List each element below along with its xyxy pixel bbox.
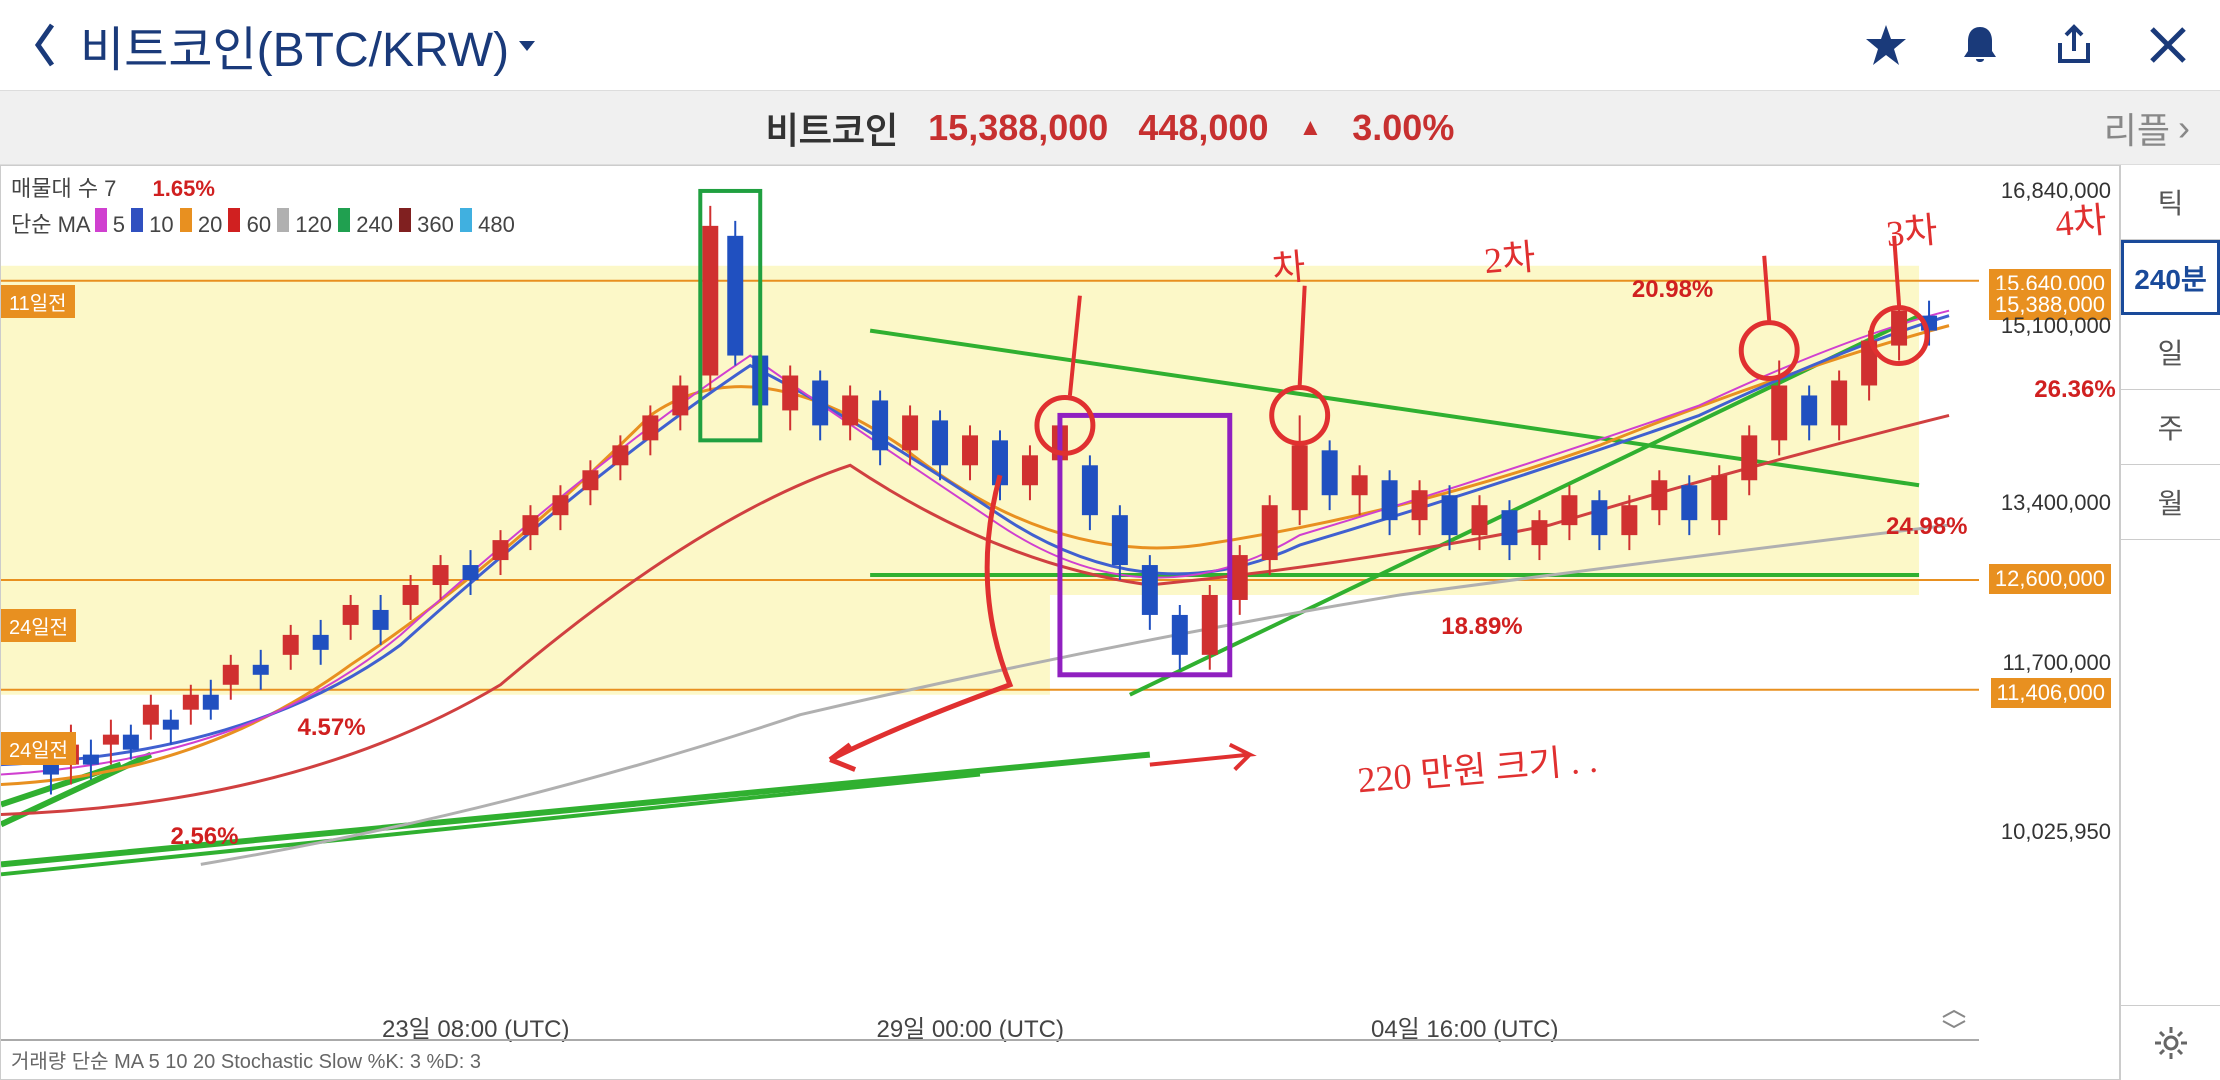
legend-pct: 1.65% (153, 176, 215, 201)
time-badge: 24일전 (1, 609, 76, 642)
pct-annotation: 20.98% (1632, 276, 1713, 304)
chevron-right-icon: › (2178, 107, 2190, 149)
chart-legend: 매물대 수 7 1.65% 단순 MA 5 10 20 60 120 240 3… (11, 171, 515, 239)
ma-color-swatch (180, 208, 192, 232)
timeframe-button[interactable]: 월 (2121, 465, 2220, 540)
price-change: 448,000 (1138, 107, 1268, 149)
share-icon[interactable] (2052, 23, 2096, 67)
x-axis: 23일 08:00 (UTC)29일 00:00 (UTC)04일 16:00 … (1, 1009, 1979, 1039)
ma-color-swatch (277, 208, 289, 232)
collapse-icon[interactable] (1939, 1009, 1969, 1034)
close-icon[interactable] (2146, 23, 2190, 67)
timeframe-button[interactable]: 일 (2121, 315, 2220, 390)
ma-legend: 단순 MA 5 10 20 60 120 240 360 480 (11, 207, 515, 239)
handwritten-note: 2차 (1481, 228, 1536, 284)
timeframe-panel: 틱240분일주월 (2120, 165, 2220, 1080)
back-icon[interactable] (30, 20, 60, 70)
timeframe-button[interactable]: 240분 (2121, 240, 2220, 315)
price-pct: 3.00% (1352, 107, 1454, 149)
chart-container[interactable]: 매물대 수 7 1.65% 단순 MA 5 10 20 60 120 240 3… (0, 165, 2120, 1080)
time-badge: 11일전 (1, 285, 75, 318)
header: 비트코인(BTC/KRW) (0, 0, 2220, 90)
y-tick-label: 10,025,950 (2001, 819, 2111, 845)
handwritten-note: 3차 (1884, 200, 1939, 256)
next-coin-label: 리플 (2104, 102, 2170, 154)
handwritten-note: 차 (1270, 238, 1308, 293)
ma-period-label: 240 (350, 212, 399, 237)
ma-period-label: 120 (289, 212, 338, 237)
pct-annotation: 26.36% (2034, 376, 2115, 404)
ma-period-label: 360 (411, 212, 460, 237)
y-tick-label: 11,700,000 (2003, 650, 2111, 676)
star-icon[interactable] (1864, 23, 1908, 67)
ma-color-swatch (228, 208, 240, 232)
ma-label: 단순 MA (11, 207, 91, 239)
pct-annotation: 2.56% (170, 823, 238, 851)
current-price: 15,388,000 (928, 107, 1108, 149)
ma-color-swatch (338, 208, 350, 232)
pct-annotation: 4.57% (298, 714, 366, 742)
coin-name: 비트코인 (766, 102, 898, 154)
handwritten-note: 4차 (2053, 191, 2108, 247)
indicator-label: 거래량 단순 MA 5 10 20 Stochastic Slow %K: 3 … (11, 1051, 481, 1073)
ma-period-label: 480 (472, 212, 515, 237)
next-coin-link[interactable]: 리플 › (2104, 102, 2190, 154)
ma-color-swatch (460, 208, 472, 232)
ma-period-label: 20 (192, 212, 229, 237)
ma-color-swatch (131, 208, 143, 232)
ma-color-swatch (95, 208, 107, 232)
main-area: 매물대 수 7 1.65% 단순 MA 5 10 20 60 120 240 3… (0, 165, 2220, 1080)
up-triangle-icon: ▲ (1298, 114, 1322, 142)
y-tick-label: 15,100,000 (2001, 313, 2111, 339)
bottom-indicator[interactable]: 거래량 단순 MA 5 10 20 Stochastic Slow %K: 3 … (1, 1039, 1979, 1079)
ma-color-swatch (399, 208, 411, 232)
gear-icon (2151, 1023, 2191, 1063)
timeframe-button[interactable]: 주 (2121, 390, 2220, 465)
y-tick-label: 12,600,000 (1989, 564, 2111, 594)
pct-annotation: 18.89% (1441, 613, 1522, 641)
settings-button[interactable] (2121, 1005, 2220, 1080)
ma-period-label: 60 (240, 212, 277, 237)
bell-icon[interactable] (1958, 23, 2002, 67)
time-badge: 24일전 (1, 732, 76, 765)
volume-legend: 매물대 수 7 (11, 176, 116, 201)
ma-period-label: 5 (107, 212, 131, 237)
dropdown-icon[interactable] (517, 35, 537, 55)
pct-annotation: 24.98% (1886, 513, 1967, 541)
page-title[interactable]: 비트코인(BTC/KRW) (80, 10, 509, 80)
y-tick-label: 13,400,000 (2001, 490, 2111, 516)
timeframe-button[interactable]: 틱 (2121, 165, 2220, 240)
y-axis: 16,840,00015,640,00015,388,00015,100,000… (1979, 166, 2119, 1009)
ma-period-label: 10 (143, 212, 180, 237)
y-tick-label: 11,406,000 (1991, 678, 2111, 708)
price-bar: 비트코인 15,388,000 448,000 ▲ 3.00% 리플 › (0, 90, 2220, 165)
